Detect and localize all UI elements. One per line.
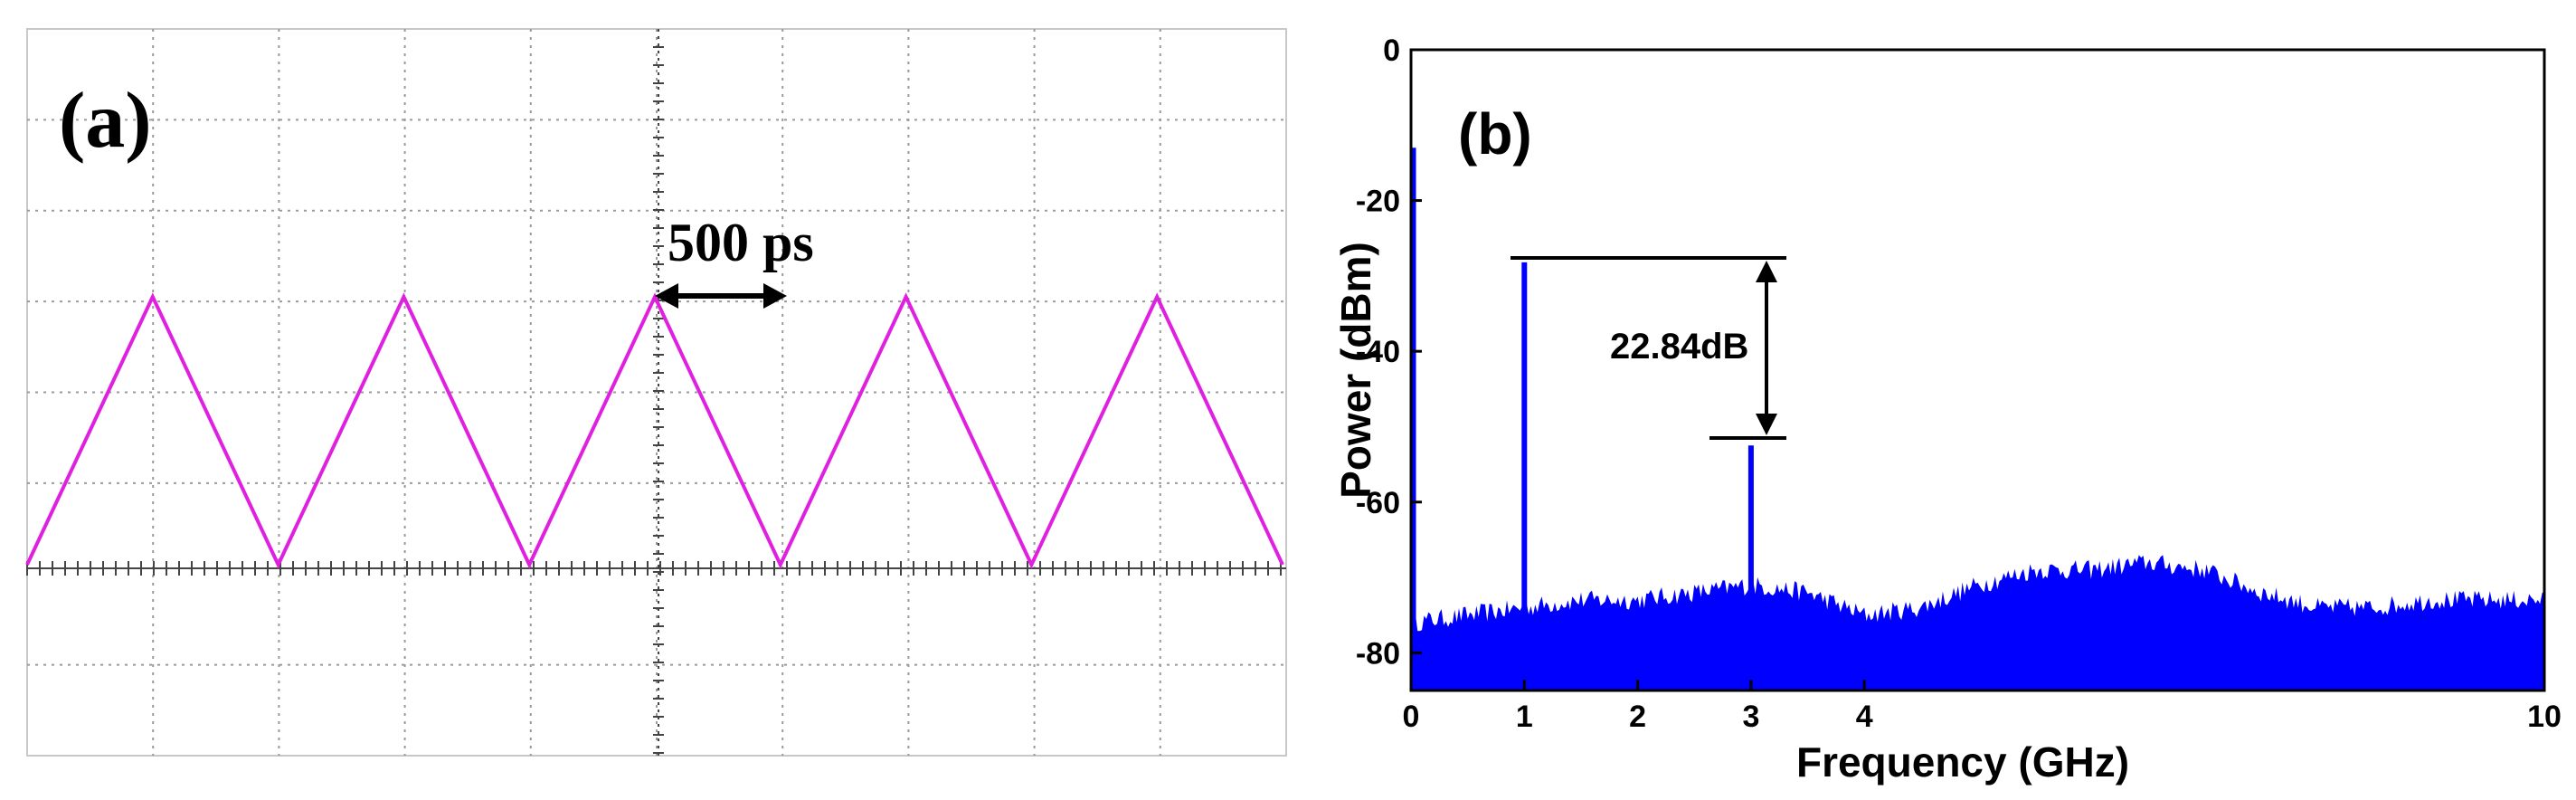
y-tick-label: 0	[1383, 33, 1400, 68]
spectrum-axes-box	[1409, 48, 2546, 692]
y-tick-label: -20	[1356, 185, 1400, 219]
x-tick-label: 0	[1403, 700, 1420, 734]
spectral-peaks	[1410, 148, 1754, 690]
panel-a-oscilloscope: (a) 500 ps	[25, 28, 1287, 757]
x-axis-title: Frequency (GHz)	[1796, 738, 2129, 786]
x-tick-label: 1	[1516, 700, 1533, 734]
scope-center-axes	[26, 29, 1286, 756]
y-tick-label: -80	[1356, 636, 1400, 671]
y-tick-labels: 0 -20 -40 -60 -80	[1356, 33, 1422, 671]
panel-a-label: (a)	[59, 77, 152, 165]
difference-annotation: 22.84dB	[1610, 327, 1748, 367]
x-tick-labels: 0 1 2 3 4 10	[1403, 680, 2562, 734]
period-arrow	[655, 283, 787, 309]
period-annotation: 500 ps	[668, 213, 814, 272]
difference-annotation-lines	[1511, 256, 1786, 440]
x-tick-label: 3	[1742, 700, 1759, 734]
panel-b-spectrum: 0 1 2 3 4 10 0 -20 -40 -60 -80 22.84dB (b) Freque…	[1332, 33, 2562, 786]
x-tick-label: 10	[2527, 700, 2562, 734]
y-tick-label: -40	[1356, 335, 1400, 369]
noise-floor-area	[1411, 555, 2544, 690]
panel-b-label: (b)	[1458, 101, 1532, 167]
x-tick-label: 4	[1856, 700, 1873, 734]
x-tick-label: 2	[1629, 700, 1646, 734]
y-tick-label: -60	[1356, 486, 1400, 520]
scope-trace	[25, 292, 1284, 569]
y-axis-title: Power (dBm)	[1332, 242, 1379, 499]
